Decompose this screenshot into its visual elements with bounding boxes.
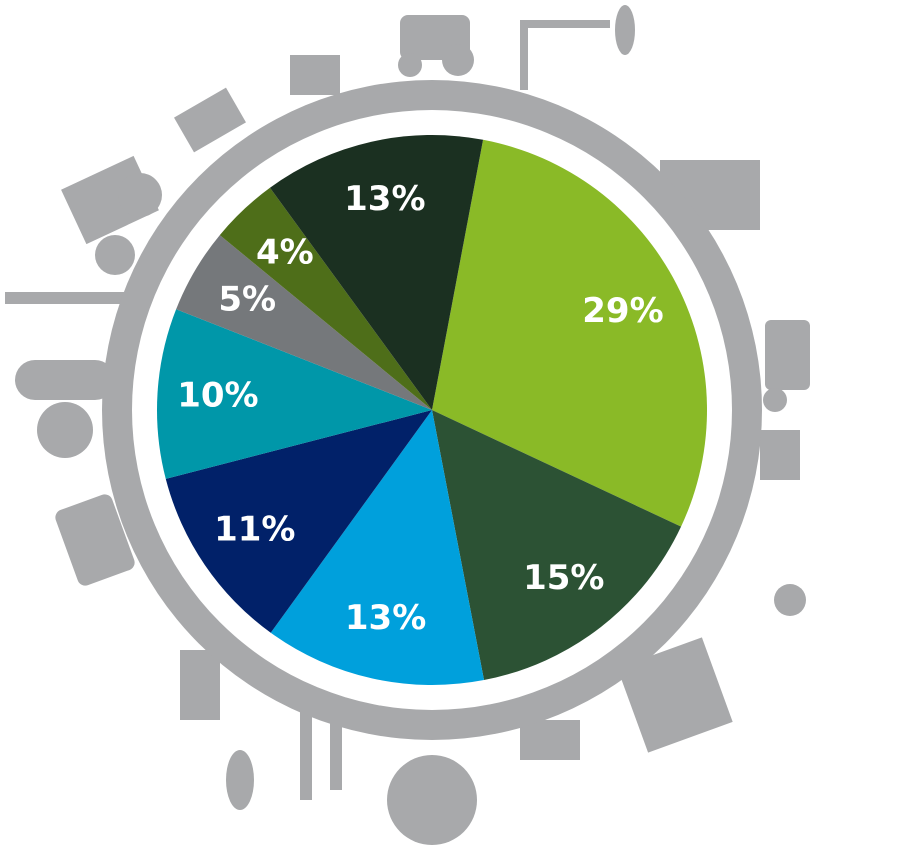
- data-label: 4%: [256, 232, 314, 272]
- data-label: 13%: [345, 598, 426, 638]
- data-label: 15%: [523, 558, 604, 598]
- pie-slice: [269, 135, 484, 410]
- pie-slice: [156, 309, 432, 479]
- pie-slice: [432, 410, 682, 681]
- data-label: 5%: [218, 280, 276, 320]
- data-label: 10%: [177, 375, 258, 415]
- pie-slice: [176, 235, 432, 410]
- data-label: 29%: [582, 291, 663, 331]
- data-label: 13%: [344, 179, 425, 219]
- pie-slice: [270, 410, 485, 685]
- data-label: 11%: [214, 509, 295, 549]
- pie-slice: [219, 187, 432, 410]
- pie-slice: [165, 410, 432, 633]
- pie-slice: [432, 139, 708, 527]
